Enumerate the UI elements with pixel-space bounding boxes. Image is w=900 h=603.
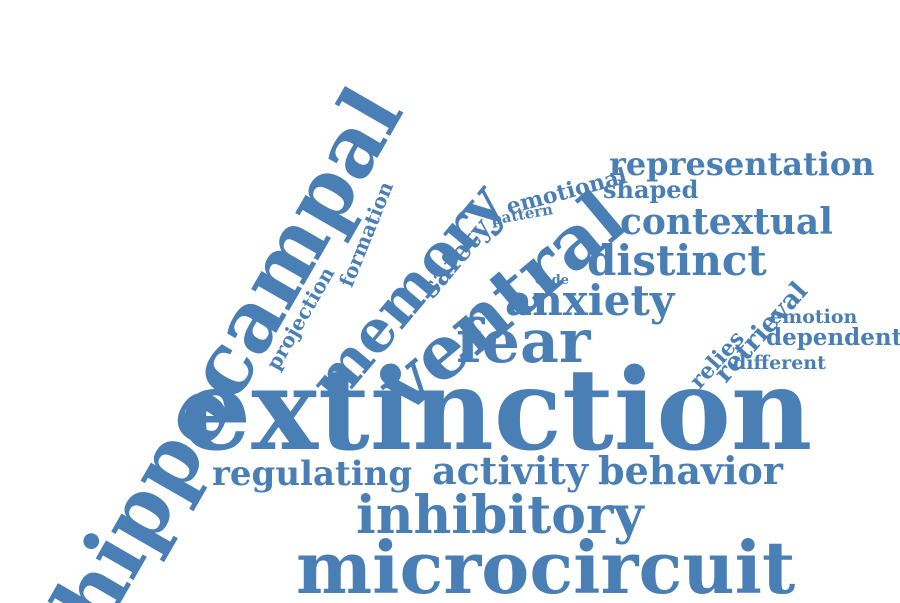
word-different: different: [733, 352, 826, 374]
word-code: code: [535, 273, 569, 288]
word-distinct: distinct: [587, 236, 767, 285]
word-microcircuit: microcircuit: [296, 525, 796, 603]
word-dependent: dependent: [766, 324, 900, 351]
word-anxiety: anxiety: [505, 276, 675, 325]
word-emotion: emotion: [770, 306, 858, 328]
word-inhibitory: inhibitory: [356, 485, 644, 546]
word-shaped: shaped: [603, 175, 699, 204]
word-behavior: behavior: [598, 448, 783, 493]
word-extinction: extinction: [180, 345, 813, 476]
word-fear: fear: [456, 307, 591, 377]
word-regulating: regulating: [212, 454, 413, 494]
word-contextual: contextual: [620, 201, 833, 243]
word-representation: representation: [609, 145, 875, 183]
word-activity: activity: [432, 448, 588, 493]
